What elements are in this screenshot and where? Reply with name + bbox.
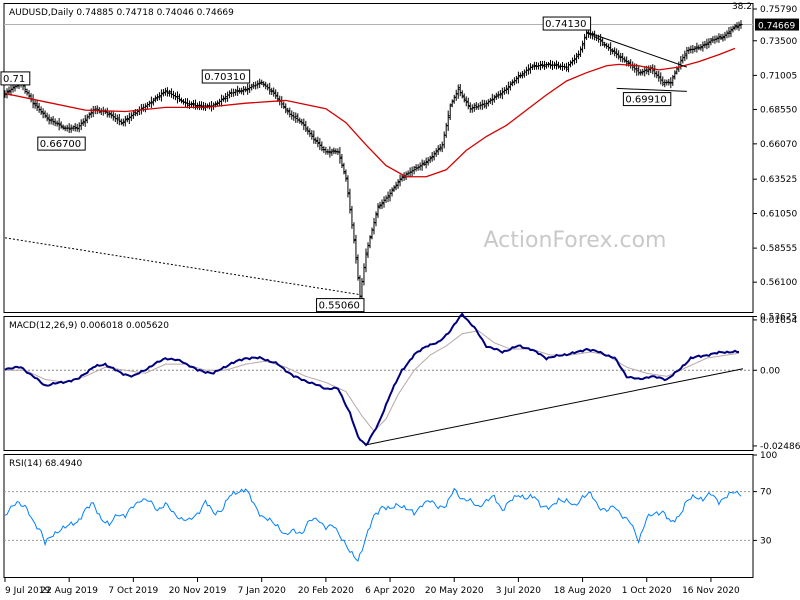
annotation-box-4	[542, 16, 592, 31]
price-y-tick-label: 0.73500	[760, 37, 797, 47]
annotation-label-0: 0.71	[3, 74, 25, 85]
annotation-box-0	[0, 71, 31, 86]
x-tick-label: 7 Oct 2019	[108, 586, 158, 596]
annotation-box-5	[622, 92, 672, 107]
macd-panel-frame	[3, 316, 754, 451]
rsi-y-tick-label: 30	[760, 536, 772, 546]
watermark: ActionForex.com	[484, 228, 667, 253]
rsi-y-tick-label: 70	[760, 488, 772, 498]
rsi-line	[4, 487, 742, 562]
rsi-y-tick-label: 100	[760, 451, 777, 461]
rsi-title: RSI(14) 68.4940	[9, 459, 82, 469]
price-y-tick-label: 0.63525	[760, 175, 797, 185]
rsi-level-lines	[4, 491, 753, 541]
annotation-label-3: 0.55060	[319, 301, 360, 312]
annotation-label-2: 0.70310	[204, 72, 245, 83]
price-panel-frame	[3, 3, 754, 313]
x-tick-label: 16 Nov 2020	[682, 586, 740, 596]
x-tick-label: 18 Aug 2020	[554, 586, 612, 596]
svg-text:AUDUSD,Daily 0.74885 0.74718 0: AUDUSD,Daily 0.74885 0.74718 0.74046 0.7…	[9, 8, 234, 18]
price-y-tick-label: 0.61050	[760, 209, 797, 219]
annotation-label-5: 0.69910	[625, 95, 666, 106]
x-tick-label: 20 May 2020	[425, 586, 484, 596]
annotation-label-1: 0.66700	[40, 139, 81, 150]
x-tick-label: 1 Oct 2020	[622, 586, 672, 596]
rsi-panel-frame	[3, 454, 754, 578]
x-tick-label: 20 Feb 2020	[298, 586, 354, 596]
trendlines	[4, 31, 744, 446]
y-axis-ticks: 0.75790 0.73500 0.71005 0.68550 0.66070 0.635…	[753, 5, 800, 546]
price-annotations: 0.71 0.66700 0.70310 0.55060 0.74130 0.69910	[0, 16, 672, 313]
price-y-tick-label: 0.71005	[760, 71, 797, 81]
current-price-label: 0.74669	[758, 22, 795, 32]
macd-y-tick-label: -0.02486	[760, 442, 800, 452]
series-lines	[3, 20, 743, 562]
price-y-tick-label: 0.68550	[760, 105, 797, 115]
x-tick-label: 9 Jul 2019	[5, 586, 50, 596]
price-y-tick-label: 0.58555	[760, 244, 797, 254]
price-y-tick-label: 0.75790	[760, 5, 797, 15]
macd-trendline-0	[365, 368, 744, 446]
macd-y-tick-label: 0.01654	[760, 316, 797, 326]
x-tick-label: 20 Nov 2019	[169, 586, 227, 596]
price-title-ohlc: 0.74885 0.74718 0.74046 0.74669	[76, 8, 234, 18]
annotation-box-2	[201, 69, 251, 84]
x-tick-label: 7 Jan 2020	[238, 586, 286, 596]
price-title-name: AUDUSD,Daily	[9, 8, 74, 18]
annotation-label-4: 0.74130	[545, 19, 586, 30]
price-y-tick-label: 0.53625	[760, 313, 797, 323]
price-title: AUDUSD,Daily 0.74885 0.74718 0.74046 0.7…	[9, 8, 234, 18]
price-y-tick-label: 0.66070	[760, 140, 797, 150]
x-tick-label: 6 Apr 2020	[365, 586, 415, 596]
x-tick-label: 3 Jul 2020	[496, 586, 541, 596]
price-trendline-2	[616, 87, 687, 92]
annotation-box-3	[316, 298, 365, 313]
current-price-box	[755, 18, 799, 31]
current-price-marker: 0.74669	[755, 18, 799, 32]
price-y-tick-label: 0.56100	[760, 278, 797, 288]
moving-average-line	[4, 47, 736, 178]
macd-y-tick-label: 0.00	[760, 366, 780, 376]
corner-fib-label: 38.2	[732, 2, 752, 12]
macd-title: MACD(12,26,9) 0.006018 0.005620	[9, 321, 169, 331]
macd-main-line	[4, 312, 739, 447]
x-tick-label: 22 Aug 2019	[40, 586, 98, 596]
price-trendline-1	[586, 31, 688, 68]
annotation-box-1	[37, 136, 86, 151]
